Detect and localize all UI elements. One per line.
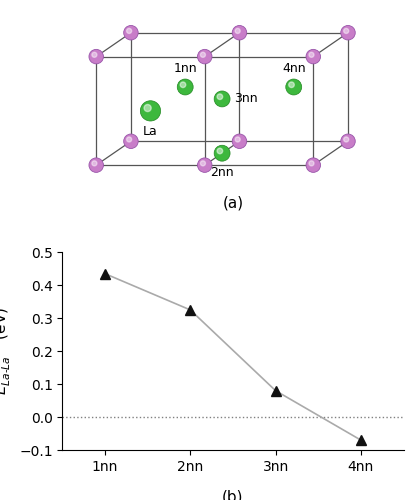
Circle shape [232,26,247,40]
Circle shape [126,28,131,34]
Circle shape [201,161,206,166]
Circle shape [180,82,186,87]
Circle shape [124,26,138,40]
Circle shape [201,52,206,58]
Circle shape [344,28,349,34]
Text: 2nn: 2nn [210,166,234,178]
Circle shape [217,148,223,154]
Circle shape [309,161,314,166]
Circle shape [286,79,302,95]
Circle shape [214,91,230,107]
Circle shape [306,158,320,172]
Text: 3nn: 3nn [234,92,258,106]
Circle shape [341,134,355,148]
Text: 4nn: 4nn [282,62,306,74]
Text: (a): (a) [223,196,243,210]
Circle shape [124,134,138,148]
Circle shape [344,137,349,142]
Circle shape [217,94,223,100]
Circle shape [214,145,230,161]
Circle shape [89,158,104,172]
Circle shape [309,52,314,58]
Text: La: La [143,126,158,138]
Circle shape [92,52,97,58]
Circle shape [235,137,240,142]
Circle shape [92,161,97,166]
Circle shape [144,104,151,112]
Circle shape [198,158,212,172]
Circle shape [289,82,294,87]
Circle shape [140,100,161,121]
Circle shape [235,28,240,34]
Circle shape [198,50,212,64]
Circle shape [341,26,355,40]
Circle shape [232,134,247,148]
Text: (b): (b) [222,490,244,500]
Circle shape [126,137,131,142]
Y-axis label: $E_{La\text{-}La}^{binding}$ (eV): $E_{La\text{-}La}^{binding}$ (eV) [0,307,13,395]
Text: 1nn: 1nn [173,62,197,74]
Circle shape [89,50,104,64]
Circle shape [306,50,320,64]
Circle shape [177,79,193,95]
